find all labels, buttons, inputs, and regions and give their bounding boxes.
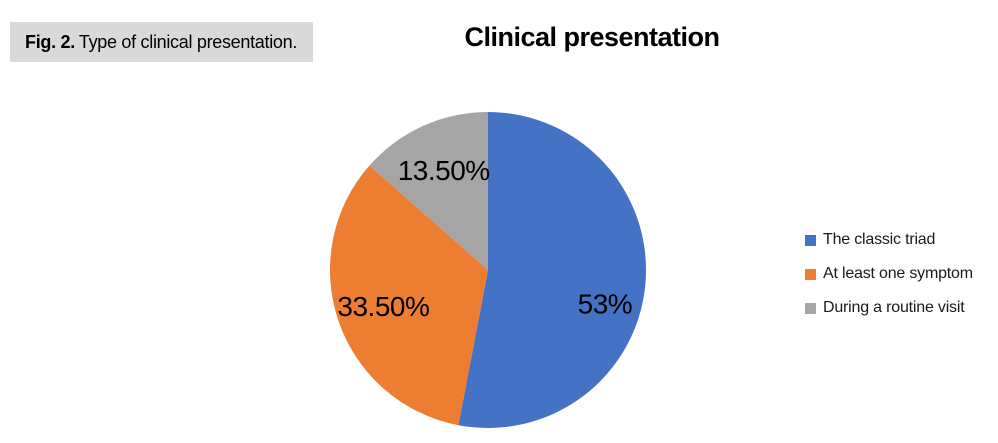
legend-label-1: At least one symptom <box>823 265 973 282</box>
chart-legend: The classic triad At least one symptom Dur… <box>805 230 973 318</box>
pie-label-0: 53% <box>578 288 633 319</box>
legend-item-1: At least one symptom <box>805 264 973 284</box>
figure-caption-text: Type of clinical presentation. <box>78 31 298 52</box>
legend-swatch-1 <box>805 268 816 280</box>
pie-slice-0 <box>458 112 647 428</box>
legend-item-0: The classic triad <box>805 230 973 250</box>
pie-label-1: 33.50% <box>337 291 429 322</box>
legend-label-2: During a routine visit <box>823 299 965 316</box>
pie-label-2: 13.50% <box>398 155 490 186</box>
chart-title: Clinical presentation <box>464 22 720 52</box>
legend-label-0: The classic triad <box>823 231 936 248</box>
pie-slice-2 <box>369 112 488 270</box>
legend-swatch-2 <box>805 302 816 314</box>
figure-caption: Fig. 2. Type of clinical presentation. <box>10 22 313 62</box>
legend-item-2: During a routine visit <box>805 298 973 318</box>
pie-slice-1 <box>329 165 488 426</box>
legend-swatch-0 <box>805 234 816 246</box>
figure-caption-prefix: Fig. 2. <box>25 31 75 52</box>
